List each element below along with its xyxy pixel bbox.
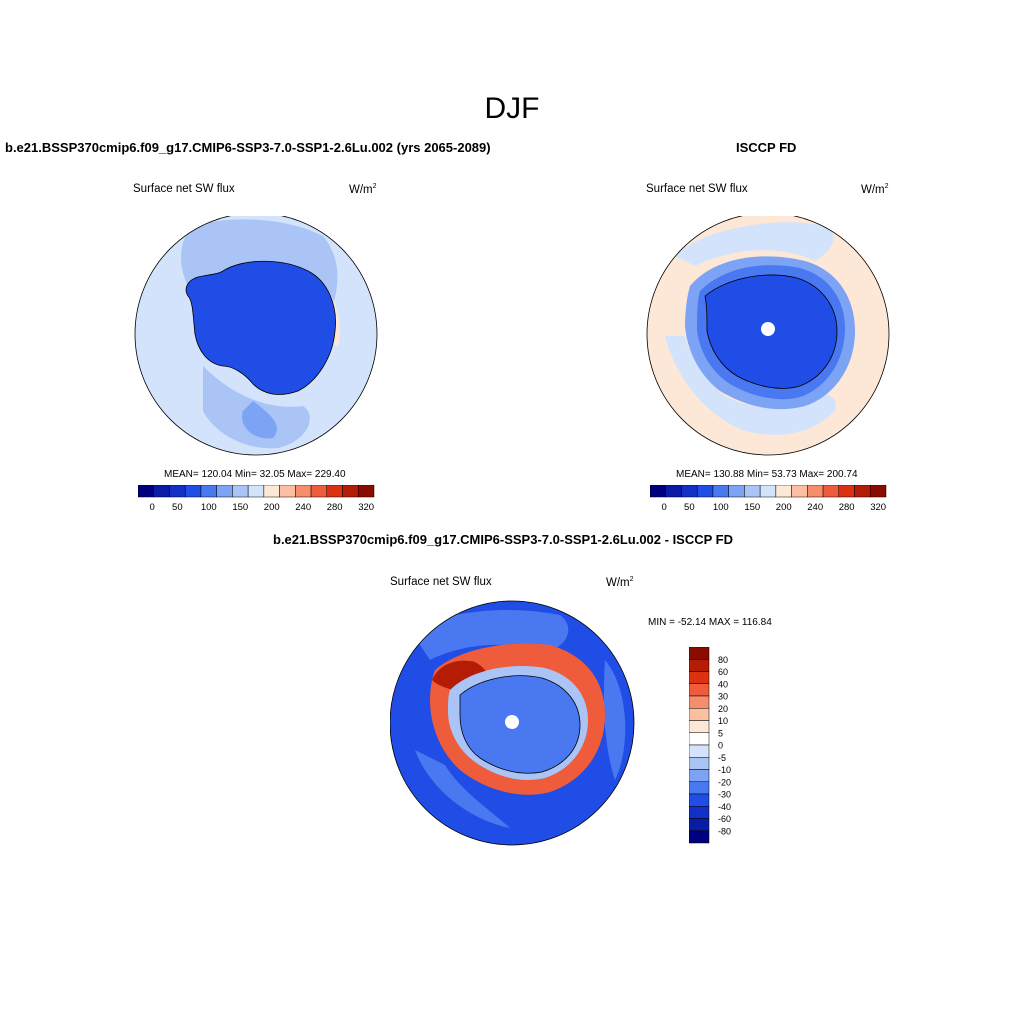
panel2-colorbar-box [822, 485, 840, 498]
panel2-colorbar-box [650, 485, 666, 498]
panel2-colorbar-box [728, 485, 745, 498]
diff-colorbar-tick-label: 30 [718, 692, 728, 702]
panel2-colorbar-box [870, 485, 887, 498]
panel1-colorbar-tick-label: 200 [264, 502, 280, 513]
panel2-colorbar-box [838, 485, 855, 498]
panel2-colorbar-tick-label: 0 [662, 502, 667, 513]
panel1-colorbar-tick-label: 320 [358, 502, 374, 513]
panel1-colorbar-box [310, 485, 328, 498]
panel1-colorbar-box [153, 485, 170, 498]
panel1-colorbar-box [184, 485, 202, 498]
panel2-colorbar-tick-label: 100 [713, 502, 729, 513]
panel2-colorbar-box [712, 485, 729, 498]
panel2-map [646, 216, 890, 456]
panel1-units: W/m2 [349, 183, 377, 196]
diff-colorbar-tick-label: 0 [718, 741, 723, 751]
diff-colorbar-tick-label: -20 [718, 777, 731, 787]
diff-colorbar-box [689, 781, 710, 795]
diff-colorbar-box [689, 695, 710, 709]
diff-colorbar-box [689, 659, 710, 672]
diff-colorbar-box [689, 732, 710, 746]
panel2-units: W/m2 [861, 183, 889, 196]
panel1-colorbar-box [279, 485, 296, 498]
panel1-colorbar-box [200, 485, 217, 498]
diff-colorbar-box [689, 769, 710, 782]
panel2-colorbar-tick-label: 200 [776, 502, 792, 513]
diff-colorbar-box [689, 708, 710, 721]
panel1-map [134, 216, 378, 456]
panel1-colorbar-tick-label: 150 [232, 502, 248, 513]
diff-colorbar-tick-label: -60 [718, 814, 731, 824]
diff-colorbar-tick-label: 60 [718, 667, 728, 677]
panel2-colorbar-tick-label: 280 [839, 502, 855, 513]
panel1-colorbar-box [342, 485, 359, 498]
panel2-colorbar-tick-label: 150 [744, 502, 760, 513]
diff-colorbar-tick-label: -10 [718, 765, 731, 775]
panel1-colorbar-box [216, 485, 233, 498]
panel2-colorbar: 0 50 100 150 200 240 280 320 [650, 485, 887, 513]
diff-colorbar-tick-label: -30 [718, 790, 731, 800]
panel2-colorbar-tick-label: 50 [684, 502, 695, 513]
panel1-colorbar-tick-label: 100 [201, 502, 217, 513]
panel2-stats: MEAN= 130.88 Min= 53.73 Max= 200.74 [676, 469, 858, 480]
diff-colorbar-tick-label: 80 [718, 655, 728, 665]
diff-colorbar-box [689, 793, 710, 807]
diff-colorbar-box [689, 744, 710, 758]
panel1-colorbar-box [247, 485, 265, 498]
panel2-title: ISCCP FD [736, 140, 797, 155]
panel1-colorbar-tick-label: 0 [150, 502, 155, 513]
panel2-colorbar-box [696, 485, 714, 498]
panel1-colorbar-box [263, 485, 280, 498]
panel1-title: b.e21.BSSP370cmip6.f09_g17.CMIP6-SSP3-7.… [5, 140, 491, 155]
diff-variable-label: Surface net SW flux [390, 576, 492, 588]
diff-colorbar-box [689, 647, 710, 660]
diff-colorbar-tick-label: 5 [718, 728, 723, 738]
panel2-colorbar-box [665, 485, 682, 498]
panel2-colorbar-box [807, 485, 824, 498]
panel1-colorbar-box [358, 485, 375, 498]
panel2-colorbar-box [744, 485, 761, 498]
panel1-colorbar: 0 50 100 150 200 240 280 320 [138, 485, 375, 513]
diff-colorbar-box [689, 818, 710, 831]
diff-colorbar-tick-label: 20 [718, 704, 728, 714]
diff-colorbar-tick-label: 40 [718, 679, 728, 689]
diff-colorbar-box [689, 830, 710, 844]
panel2-colorbar-box [775, 485, 792, 498]
diff-colorbar-tick-label: -5 [718, 753, 726, 763]
panel1-colorbar-box [169, 485, 186, 498]
panel2-colorbar-box [681, 485, 698, 498]
panel1-colorbar-tick-label: 240 [295, 502, 311, 513]
diff-colorbar-tick-label: 10 [718, 716, 728, 726]
diff-title: b.e21.BSSP370cmip6.f09_g17.CMIP6-SSP3-7.… [273, 532, 734, 547]
diff-colorbar-box [689, 757, 710, 770]
panel1-colorbar-box [295, 485, 312, 498]
panel2-colorbar-tick-label: 320 [870, 502, 886, 513]
panel1-colorbar-tick-label: 50 [172, 502, 183, 513]
panel1-colorbar-box [326, 485, 343, 498]
panel2-colorbar-tick-label: 240 [807, 502, 823, 513]
diff-stats: MIN = -52.14 MAX = 116.84 [648, 617, 772, 628]
panel1-colorbar-box [138, 485, 154, 498]
panel2-colorbar-box [791, 485, 808, 498]
panel1-colorbar-box [232, 485, 249, 498]
diff-colorbar-box [689, 683, 710, 697]
diff-colorbar-box [689, 671, 710, 684]
panel2-variable-label: Surface net SW flux [646, 183, 748, 195]
panel1-colorbar-tick-label: 280 [327, 502, 343, 513]
diff-units: W/m2 [606, 576, 634, 589]
diff-colorbar-box [689, 720, 710, 733]
diff-map [390, 600, 635, 846]
diff-colorbar-tick-label: -40 [718, 802, 731, 812]
panel1-variable-label: Surface net SW flux [133, 183, 235, 195]
diff-colorbar: 80 60 40 30 20 10 5 0 -5 -10 -20 -30 -40 -60 -80 [689, 647, 731, 844]
panel2-colorbar-box [854, 485, 871, 498]
season-title: DJF [484, 92, 540, 125]
diff-colorbar-box [689, 806, 710, 819]
panel2-colorbar-box [759, 485, 777, 498]
diff-colorbar-tick-label: -80 [718, 826, 731, 836]
panel1-stats: MEAN= 120.04 Min= 32.05 Max= 229.40 [164, 469, 346, 480]
